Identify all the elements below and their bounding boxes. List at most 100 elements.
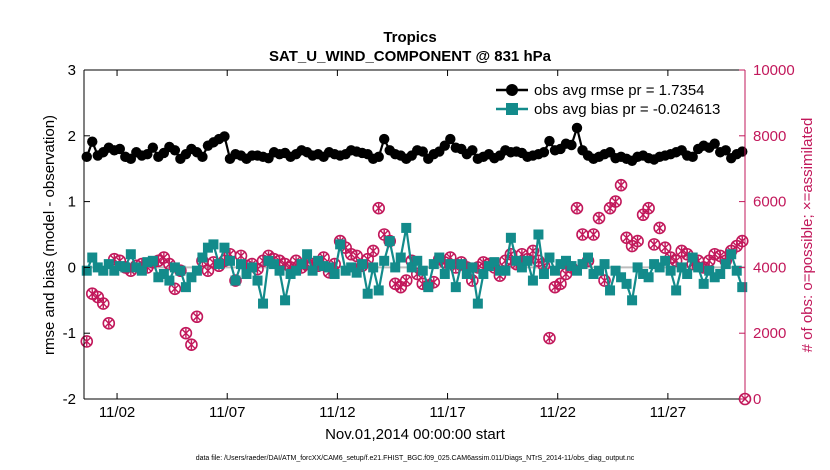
obs-possible-point — [631, 234, 644, 248]
obs-assimilated-point — [605, 203, 615, 213]
bias-point — [87, 252, 98, 263]
obs-possible-point — [179, 326, 193, 340]
bias-point — [533, 229, 544, 240]
obs-assimilated-point — [99, 298, 108, 309]
obs-assimilated-point — [192, 312, 202, 322]
obs-possible-point — [614, 178, 628, 192]
bias-point — [158, 268, 169, 279]
bias-point — [412, 255, 423, 266]
x-tick-label: 11/02 — [99, 404, 135, 421]
y-right-axis-label: # of obs: o=possible; ×=assimilated — [799, 118, 816, 353]
bias-point — [153, 272, 164, 283]
bias-point — [726, 249, 737, 260]
y-tick-label: -1 — [63, 325, 76, 342]
rmse-point — [114, 143, 126, 155]
obs-assimilated-point — [578, 229, 587, 240]
bias-point — [263, 255, 274, 266]
bias-point — [566, 261, 577, 272]
bias-point — [737, 282, 748, 293]
bias-point — [186, 272, 197, 283]
bias-point — [467, 262, 478, 273]
bias-point — [428, 259, 439, 270]
rmse-point — [566, 139, 577, 151]
rmse-point — [417, 146, 428, 157]
y-right-tick-label: 6000 — [753, 194, 786, 211]
obs-possible-point — [642, 201, 655, 215]
bias-point — [489, 257, 500, 268]
bias-point — [445, 259, 456, 270]
bias-point — [505, 232, 516, 243]
rmse-point — [219, 131, 230, 142]
bias-point — [472, 298, 483, 309]
obs-possible-point — [383, 234, 397, 248]
rmse-point — [687, 151, 698, 163]
bias-point — [621, 278, 632, 289]
bias-point — [599, 259, 610, 270]
bias-point — [583, 252, 594, 263]
chart-subtitle: SAT_U_WIND_COMPONENT @ 831 hPa — [269, 48, 552, 65]
bias-point — [324, 262, 335, 273]
legend-bias-marker — [506, 103, 518, 115]
bias-point — [406, 262, 417, 273]
rmse-point — [571, 122, 583, 134]
bias-point — [169, 262, 180, 273]
obs-assimilated-point — [236, 251, 246, 261]
bias-point — [120, 262, 131, 273]
bias-point — [456, 259, 467, 270]
bias-point — [731, 265, 742, 276]
legend-box — [487, 77, 745, 123]
rmse-point — [737, 146, 748, 157]
bias-point — [114, 261, 125, 272]
obs-possible-point — [735, 234, 749, 248]
bias-point — [362, 288, 373, 299]
bias-point — [538, 268, 549, 279]
obs-assimilated-point — [104, 318, 113, 328]
bias-point — [335, 239, 346, 250]
bias-point — [125, 249, 136, 260]
obs-possible-point — [102, 317, 116, 330]
rmse-point — [81, 151, 92, 163]
bias-point — [384, 236, 395, 247]
obs-assimilated-point — [391, 279, 400, 289]
bias-point — [549, 265, 560, 276]
obs-possible-point — [168, 282, 182, 296]
bias-point — [390, 262, 401, 273]
bias-point — [98, 265, 109, 276]
y-tick-label: 0 — [68, 259, 76, 276]
bias-point — [230, 275, 241, 286]
legend: obs avg rmse pr = 1.7354 obs avg bias pr… — [487, 77, 745, 123]
bias-point — [285, 268, 296, 279]
bias-point — [313, 255, 324, 266]
bias-point — [605, 285, 616, 296]
bias-point — [434, 252, 445, 263]
obs-possible-point — [570, 201, 584, 215]
bias-point — [709, 272, 720, 283]
bias-point — [346, 262, 357, 273]
obs-assimilated-point — [561, 269, 571, 279]
plot-background — [84, 70, 745, 399]
bias-point — [401, 222, 412, 233]
bias-point — [302, 249, 313, 260]
obs-possible-point — [96, 297, 110, 310]
obs-assimilated-point — [93, 292, 102, 302]
y-right-tick-label: 8000 — [753, 128, 786, 145]
obs-possible-point — [598, 274, 611, 287]
bias-point — [544, 252, 555, 263]
bias-point — [715, 268, 726, 279]
x-tick-label: 11/27 — [650, 404, 686, 421]
bias-point — [202, 242, 213, 253]
bias-point — [500, 265, 511, 276]
obs-possible-point — [466, 274, 479, 287]
bias-point — [291, 265, 302, 276]
y-right-tick-label: 2000 — [753, 325, 786, 342]
obs-possible-point — [185, 338, 198, 352]
bias-point — [296, 259, 307, 270]
bias-point — [318, 261, 329, 272]
bias-point — [671, 285, 682, 296]
obs-assimilated-point — [159, 252, 168, 263]
bias-point — [627, 295, 638, 306]
obs-assimilated-point — [88, 289, 97, 299]
series-group — [80, 122, 752, 406]
obs-assimilated-point — [639, 210, 648, 220]
